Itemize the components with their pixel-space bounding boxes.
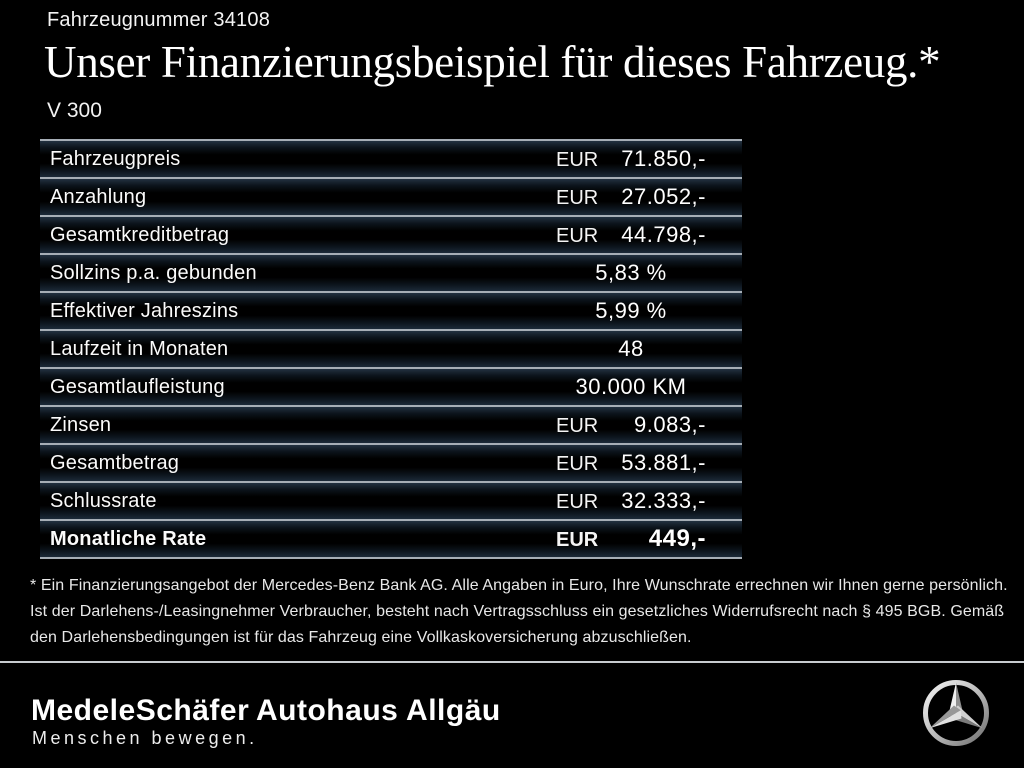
row-currency: EUR — [556, 225, 599, 247]
row-values: 5,83 % — [522, 260, 706, 286]
table-row: Gesamtlaufleistung 30.000 KM — [40, 367, 742, 405]
table-row: Laufzeit in Monaten 48 — [40, 329, 742, 367]
row-value: 449,- — [648, 525, 706, 552]
row-currency: EUR — [556, 529, 599, 551]
row-values: EUR 53.881,- — [556, 450, 706, 476]
dealer-logo-autohaus-allgaeu: Autohaus Allgäu — [256, 694, 501, 727]
row-value: 9.083,- — [634, 412, 706, 437]
row-currency: EUR — [556, 453, 599, 475]
row-currency: EUR — [556, 187, 599, 209]
table-row-monthly-rate: Monatliche Rate EUR 449,- — [40, 519, 742, 557]
row-value: 30.000 KM — [575, 374, 687, 399]
footer-divider — [0, 661, 1024, 663]
table-row: Gesamtkreditbetrag EUR 44.798,- — [40, 215, 742, 253]
row-values: 5,99 % — [522, 298, 706, 324]
row-values: 48 — [522, 336, 706, 362]
row-value: 48 — [618, 336, 644, 361]
row-currency: EUR — [556, 415, 599, 437]
table-row: Fahrzeugpreis EUR 71.850,- — [40, 139, 742, 177]
dealer-logo-medele-schaefer: MedeleSchäfer — [31, 694, 250, 727]
row-label: Laufzeit in Monaten — [50, 337, 229, 360]
row-currency: EUR — [556, 149, 599, 171]
row-values: EUR 71.850,- — [556, 146, 706, 172]
row-label: Gesamtlaufleistung — [50, 375, 225, 398]
row-values: EUR 32.333,- — [556, 488, 706, 514]
row-label: Fahrzeugpreis — [50, 147, 181, 170]
row-value: 32.333,- — [621, 488, 706, 513]
row-value: 5,83 % — [595, 260, 667, 285]
model-name: V 300 — [47, 99, 102, 122]
table-row: Gesamtbetrag EUR 53.881,- — [40, 443, 742, 481]
table-row: Sollzins p.a. gebunden 5,83 % — [40, 253, 742, 291]
row-values: EUR 44.798,- — [556, 222, 706, 248]
mercedes-star-icon — [923, 680, 989, 746]
row-value: 71.850,- — [621, 146, 706, 171]
row-value: 5,99 % — [595, 298, 667, 323]
row-label: Monatliche Rate — [50, 527, 207, 550]
row-value: 53.881,- — [621, 450, 706, 475]
row-values: EUR 9.083,- — [556, 412, 706, 438]
table-row: Effektiver Jahreszins 5,99 % — [40, 291, 742, 329]
row-values: 30.000 KM — [522, 374, 706, 400]
table-row: Zinsen EUR 9.083,- — [40, 405, 742, 443]
row-label: Gesamtkreditbetrag — [50, 223, 230, 246]
row-values: EUR 449,- — [556, 525, 706, 553]
table-row: Anzahlung EUR 27.052,- — [40, 177, 742, 215]
row-label: Gesamtbetrag — [50, 451, 180, 474]
row-label: Zinsen — [50, 413, 112, 436]
row-value: 44.798,- — [621, 222, 706, 247]
row-currency: EUR — [556, 491, 599, 513]
row-label: Effektiver Jahreszins — [50, 299, 239, 322]
row-value: 27.052,- — [621, 184, 706, 209]
page-title: Unser Finanzierungsbeispiel für dieses F… — [44, 37, 941, 87]
legal-footnote: * Ein Finanzierungsangebot der Mercedes-… — [30, 577, 1008, 646]
financing-table: Fahrzeugpreis EUR 71.850,- Anzahlung EUR… — [40, 139, 742, 559]
dealer-tagline: Menschen bewegen. — [32, 728, 258, 748]
table-row: Schlussrate EUR 32.333,- — [40, 481, 742, 519]
vehicle-number: Fahrzeugnummer 34108 — [47, 9, 271, 31]
row-label: Anzahlung — [50, 185, 147, 208]
row-label: Sollzins p.a. gebunden — [50, 261, 257, 284]
row-values: EUR 27.052,- — [556, 184, 706, 210]
row-label: Schlussrate — [50, 489, 157, 512]
